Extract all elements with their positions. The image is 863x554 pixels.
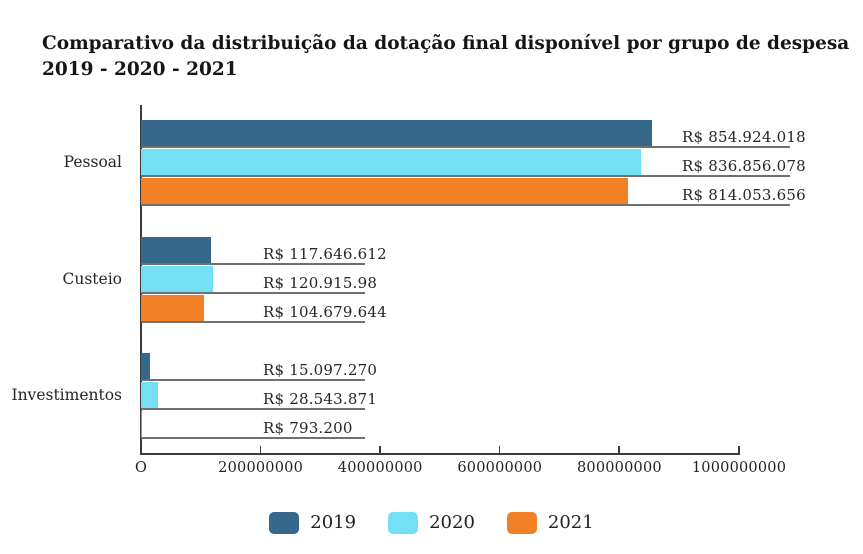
bar-value-label: R$ 28.543.871 [263, 390, 378, 408]
x-tick-label: 1000000000 [691, 460, 787, 476]
y-axis-line [140, 105, 142, 454]
bar-underline [141, 292, 365, 294]
bar-value-label: R$ 117.646.612 [263, 245, 387, 263]
bar-value-label: R$ 120.915.98 [263, 274, 378, 292]
x-tick-label: 800000000 [576, 460, 662, 476]
category-label: Pessoal [63, 153, 122, 171]
bar-value-label: R$ 836.856.078 [682, 157, 806, 175]
category-label: Investimentos [11, 386, 122, 404]
bar-2019-custeio [141, 237, 211, 263]
bar-2020-investimentos [141, 382, 158, 408]
x-tick-mark [379, 446, 381, 454]
legend-item-2021: 2021 [506, 512, 594, 534]
legend-swatch [388, 512, 419, 534]
x-tick-label: O [134, 460, 148, 476]
bar-underline [141, 321, 365, 323]
bar-value-label: R$ 793.200 [263, 419, 353, 437]
legend-item-2020: 2020 [388, 512, 475, 534]
bar-2019-investimentos [141, 353, 150, 379]
bar-underline [141, 263, 365, 265]
legend-label: 2021 [547, 512, 594, 533]
legend: 2019 2020 2021 [0, 512, 863, 534]
x-tick-mark [259, 446, 262, 454]
category-label: Custeio [62, 270, 123, 288]
bar-value-label: R$ 15.097.270 [263, 361, 378, 379]
chart-title-line1: Comparativo da distribuição da dotação f… [42, 33, 850, 54]
bar-value-label: R$ 104.679.644 [263, 303, 387, 321]
legend-swatch [269, 512, 300, 534]
legend-item-2019: 2019 [269, 512, 356, 534]
chart-title-line2: 2019 - 2020 - 2021 [42, 59, 238, 80]
bar-value-label: R$ 814.053.656 [682, 186, 806, 204]
chart-title: Comparativo da distribuição da dotação f… [42, 31, 849, 83]
x-tick-mark [738, 446, 740, 454]
bar-2019-pessoal [141, 120, 652, 146]
bar-underline [141, 204, 790, 206]
legend-swatch [506, 512, 537, 534]
bar-underline [141, 146, 790, 148]
bar-2020-pessoal [141, 149, 641, 175]
x-tick-mark [618, 446, 620, 454]
bar-2021-pessoal [141, 178, 628, 204]
bar-2021-investimentos [141, 411, 142, 437]
bar-underline [141, 379, 365, 381]
legend-label: 2019 [310, 512, 357, 533]
x-tick-label: 200000000 [218, 460, 304, 476]
x-axis-line [140, 453, 740, 455]
bar-underline [141, 437, 365, 439]
x-tick-mark [498, 446, 501, 454]
x-tick-label: 600000000 [457, 460, 543, 476]
x-tick-label: 400000000 [337, 460, 423, 476]
legend-label: 2020 [429, 512, 475, 533]
bar-value-label: R$ 854.924.018 [682, 128, 806, 146]
bar-underline [141, 408, 365, 410]
bar-2020-custeio [141, 266, 213, 292]
bar-underline [141, 175, 790, 177]
bar-2021-custeio [141, 295, 204, 321]
